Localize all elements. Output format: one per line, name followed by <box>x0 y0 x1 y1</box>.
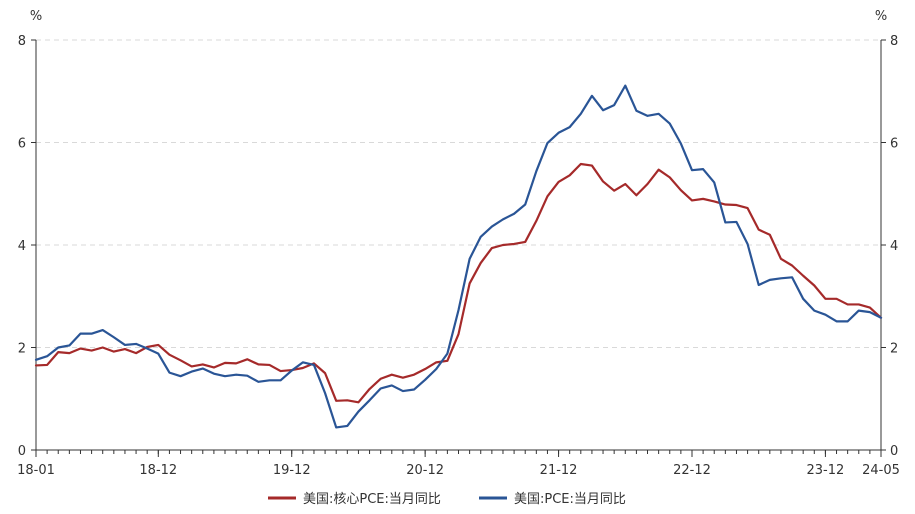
left-unit-label: % <box>30 9 42 24</box>
tick-labels: 0 0 2 2 4 4 6 6 8 8% % 18-01 18-12 19-12 20-12 21-12 22-… <box>17 9 900 478</box>
legend: 美国:核心PCE:当月同比 美国:PCE:当月同比 <box>268 492 626 507</box>
axes <box>31 39 886 457</box>
right-unit-label: % <box>875 9 887 24</box>
left-y-tick-label: 4 <box>18 239 26 254</box>
left-y-tick-label: 0 <box>18 444 26 459</box>
right-y-tick-label: 8 <box>890 34 898 49</box>
series-line-1 <box>34 162 883 404</box>
x-tick-label: 23-12 <box>807 463 845 478</box>
x-tick-label: 21-12 <box>540 463 578 478</box>
x-tick-label: 18-12 <box>139 463 177 478</box>
left-y-tick-label: 8 <box>18 34 26 49</box>
right-y-tick-label: 4 <box>890 239 898 254</box>
right-y-tick-label: 2 <box>890 342 898 357</box>
x-tick-label: 18-01 <box>17 463 55 478</box>
grid-lines <box>36 39 881 348</box>
legend-label-2: 美国:PCE:当月同比 <box>514 492 626 507</box>
x-tick-label: 20-12 <box>406 463 444 478</box>
legend-label-1: 美国:核心PCE:当月同比 <box>303 492 441 507</box>
series-lines <box>34 84 883 429</box>
right-y-tick-label: 6 <box>890 137 898 152</box>
right-y-tick-label: 0 <box>890 444 898 459</box>
x-tick-label: 22-12 <box>673 463 711 478</box>
left-y-tick-label: 6 <box>18 137 26 152</box>
left-y-tick-label: 2 <box>18 342 26 357</box>
series-line-2 <box>34 84 883 429</box>
x-tick-label: 24-05 <box>862 463 900 478</box>
x-tick-label: 19-12 <box>273 463 311 478</box>
